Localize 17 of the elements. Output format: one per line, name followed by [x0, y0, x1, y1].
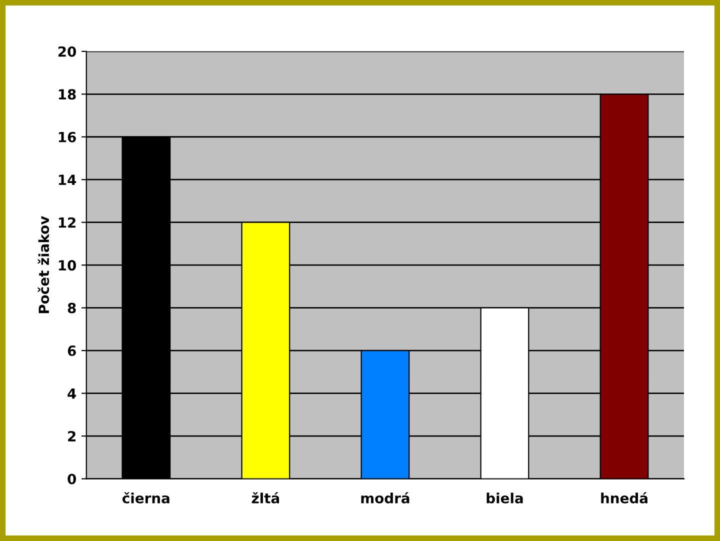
x-tick-label: biela [486, 492, 523, 504]
y-tick-label: 20 [58, 46, 76, 57]
x-tick-label: žltá [252, 492, 280, 504]
x-tick-label: modrá [361, 492, 410, 504]
x-tick-label: čierna [122, 492, 170, 504]
y-tick-label: 12 [58, 217, 76, 228]
y-tick-label: 4 [68, 388, 76, 399]
y-tick-label: 16 [58, 132, 76, 142]
y-tick-label: 2 [68, 431, 76, 442]
y-tick-label: 14 [58, 174, 76, 185]
y-tick-label: 0 [68, 474, 76, 484]
x-tick-label: hnedá [601, 492, 648, 504]
y-tick-label: 18 [58, 89, 76, 100]
y-tick-label: 8 [68, 302, 76, 314]
y-tick-label: 6 [68, 346, 76, 356]
y-tick-label: 10 [58, 260, 76, 271]
y-axis-title: Počet žiakov [38, 216, 50, 314]
